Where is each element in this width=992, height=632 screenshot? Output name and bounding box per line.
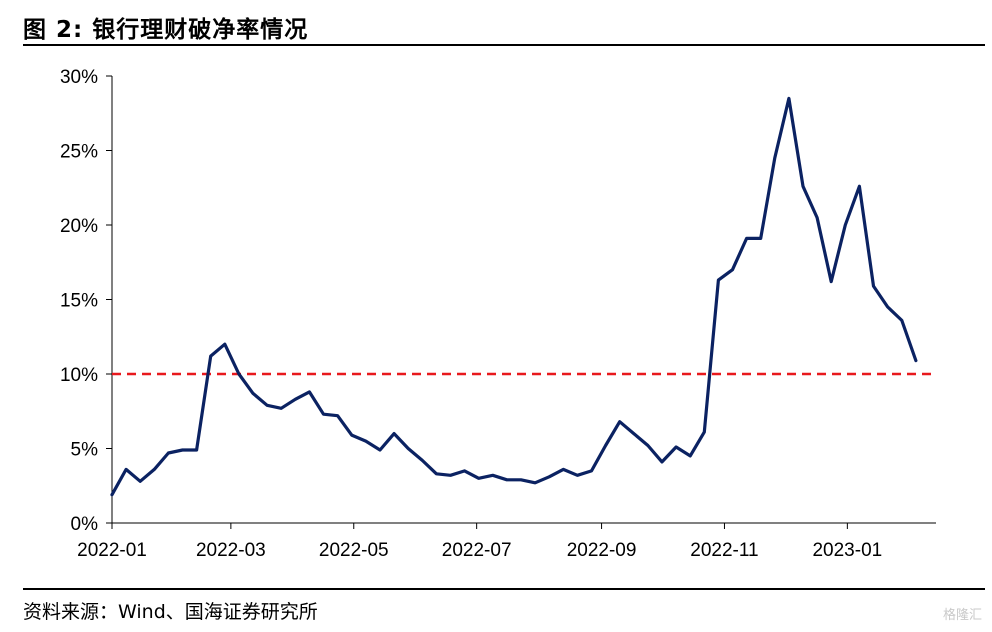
x-tick-label: 2022-01 [77,540,147,561]
series-line [110,96,918,497]
y-tick-label: 0% [71,514,99,535]
chart-axes: 0% 5% 10% 15% 20% 25% 30% 2022-01 2022-03 2022-05… [60,67,936,561]
y-tick-label: 30% [60,67,98,88]
y-tick-label: 15% [60,291,98,312]
y-tick-label: 5% [71,440,99,461]
watermark: 格隆汇 [942,608,982,623]
source-note: 资料来源：Wind、国海证券研究所 [23,601,318,623]
x-tick-label: 2023-01 [812,540,882,561]
x-tick-label: 2022-11 [690,540,758,561]
footer-divider [23,588,985,590]
x-tick-label: 2022-03 [196,540,266,561]
y-tick-label: 25% [60,142,98,163]
x-tick-label: 2022-07 [442,540,512,561]
x-tick-label: 2022-05 [319,540,389,561]
title-divider [23,44,985,46]
x-tick-label: 2022-09 [567,540,637,561]
series-group [110,96,918,497]
y-tick-label: 20% [60,216,98,237]
figure-title: 图 2: 银行理财破净率情况 [23,17,309,43]
y-tick-label: 10% [60,365,98,386]
